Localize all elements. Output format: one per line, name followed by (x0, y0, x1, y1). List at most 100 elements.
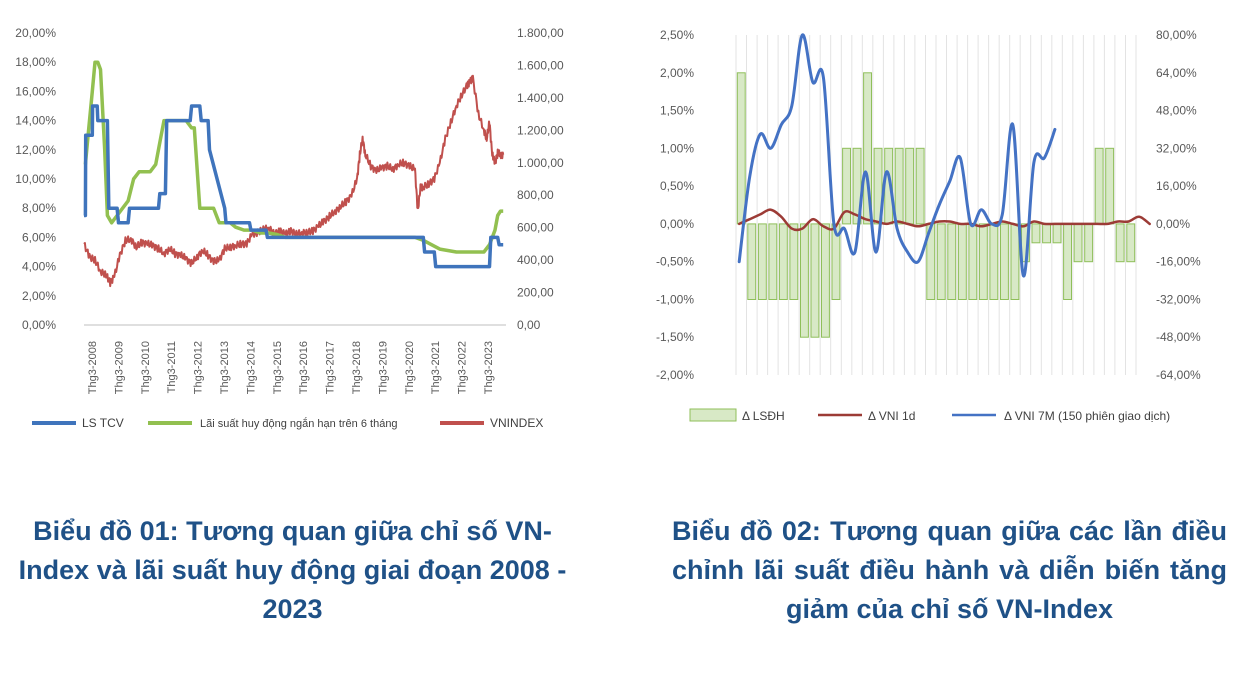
chart-1-legend: LS TCV Lãi suất huy động ngắn hạn trên 6… (32, 416, 543, 430)
x-tick-label: Thg3-2021 (430, 341, 442, 394)
x-tick-label: Thg3-2010 (140, 341, 152, 394)
x-tick-label: Thg3-2009 (113, 341, 125, 394)
y-left-tick-label: 4,00% (22, 260, 56, 274)
legend-vni-1d-label: Δ VNI 1d (868, 409, 915, 423)
x-tick-label: Thg3-2019 (377, 341, 389, 394)
lsdh-bar (1010, 223, 1020, 300)
y-left-tick-label: 0,50% (660, 179, 694, 193)
x-tick-label: Thg3-2011 (166, 341, 178, 393)
x-tick-label: Thg3-2016 (298, 341, 310, 394)
lsdh-bar (789, 223, 799, 300)
x-tick-label: Thg3-2023 (483, 341, 495, 394)
y-left-tick-label: 10,00% (15, 172, 56, 186)
lsdh-bar (821, 223, 830, 338)
lsdh-bar (1094, 147, 1104, 225)
x-tick-label: Thg3-2018 (351, 341, 363, 394)
legend-lsdh-label: Δ LSĐH (742, 409, 785, 423)
chart-1-x-axis-ticks: Thg3-2008 Thg3-2009 Thg3-2010 Thg3-2011 Thg3… (87, 341, 495, 394)
y-right-tick-label: 1.400,00 (517, 91, 564, 105)
y-right-tick-label: -48,00% (1156, 330, 1201, 344)
lsdh-bar (1115, 223, 1125, 263)
chart-1-caption: Biểu đồ 01: Tương quan giữa chỉ số VN-In… (18, 516, 567, 624)
y-left-tick-label: -2,00% (656, 368, 694, 382)
deposit-rate-line (83, 60, 504, 254)
x-tick-label: Thg3-2020 (404, 341, 416, 394)
y-right-tick-label: 1.600,00 (517, 58, 564, 72)
lsdh-bar (1042, 223, 1051, 244)
lsdh-bar (957, 223, 967, 300)
lsdh-bar (936, 223, 946, 300)
lsdh-bar (915, 147, 925, 225)
x-tick-label: Thg3-2013 (219, 341, 231, 394)
y-right-tick-label: -16,00% (1156, 255, 1201, 269)
lsdh-bar (894, 147, 904, 225)
y-left-tick-label: 2,00% (660, 66, 694, 80)
chart-1-left-axis-ticks: 0,00% 2,00% 4,00% 6,00% 8,00% 10,00% 12,00% 14,… (15, 26, 56, 332)
y-left-tick-label: 1,00% (660, 141, 694, 155)
lsdh-bar (778, 223, 788, 300)
lsdh-bar (1052, 223, 1062, 244)
lsdh-bar (1105, 147, 1115, 225)
x-tick-label: Thg3-2015 (272, 341, 284, 394)
y-left-tick-label: 6,00% (22, 230, 56, 244)
x-tick-label: Thg3-2017 (325, 341, 337, 394)
chart-2-caption: Biểu đồ 02: Tương quan giữa các lần điều… (672, 516, 1227, 624)
y-left-tick-label: 20,00% (15, 26, 56, 40)
y-right-tick-label: -64,00% (1156, 368, 1201, 382)
y-left-tick-label: 0,00% (660, 217, 694, 231)
vni-1d-line (737, 208, 1151, 232)
x-tick-label: Thg3-2008 (87, 341, 99, 394)
y-right-tick-label: 800,00 (517, 188, 554, 202)
y-right-tick-label: 1.200,00 (517, 123, 564, 137)
y-left-tick-label: 1,50% (660, 104, 694, 118)
y-right-tick-label: 0,00 (517, 318, 541, 332)
lsdh-bar (757, 223, 767, 300)
lsdh-bar (947, 223, 957, 300)
lsdh-bar (810, 223, 820, 338)
y-left-tick-label: 18,00% (15, 55, 56, 69)
lsdh-bar (842, 147, 851, 225)
vni-7m-line (737, 33, 1057, 278)
chart-2-bars (736, 72, 1136, 338)
chart-2-left-axis-ticks: -2,00% -1,50% -1,00% -0,50% 0,00% 0,50% 1,00% 1… (656, 28, 694, 382)
lsdh-bar (989, 223, 999, 300)
legend-vni-7m-label: Δ VNI 7M (150 phiên giao dịch) (1004, 409, 1170, 423)
lsdh-bar (800, 223, 809, 338)
legend-lsdh-swatch (689, 408, 737, 422)
legend-deposit-rate-label: Lãi suất huy động ngắn hạn trên 6 tháng (200, 417, 398, 430)
y-left-tick-label: 0,00% (22, 318, 56, 332)
chart-2-right-axis-ticks: -64,00% -48,00% -32,00% -16,00% 0,00% 16,00% 3… (1156, 28, 1201, 382)
y-left-tick-label: -0,50% (656, 255, 694, 269)
y-left-tick-label: 12,00% (15, 143, 56, 157)
y-right-tick-label: 64,00% (1156, 66, 1197, 80)
y-left-tick-label: 16,00% (15, 84, 56, 98)
vnindex-line (83, 74, 505, 288)
lsdh-bar (1126, 223, 1136, 263)
y-left-tick-label: 14,00% (15, 114, 56, 128)
lsdh-bar (1063, 223, 1072, 300)
legend-ls-tcv-label: LS TCV (82, 416, 124, 430)
y-left-tick-label: 2,50% (660, 28, 694, 42)
y-right-tick-label: 1.000,00 (517, 156, 564, 170)
y-right-tick-label: 400,00 (517, 253, 554, 267)
lsdh-bar (768, 223, 778, 300)
y-left-tick-label: -1,50% (656, 330, 694, 344)
legend-vnindex-label: VNINDEX (490, 416, 543, 430)
y-right-tick-label: 600,00 (517, 221, 554, 235)
chart-1-series (83, 60, 505, 288)
lsdh-bar (978, 223, 988, 300)
lsdh-bar (1084, 223, 1094, 263)
y-right-tick-label: -32,00% (1156, 292, 1201, 306)
lsdh-bar (968, 223, 978, 300)
y-left-tick-label: 2,00% (22, 289, 56, 303)
y-right-tick-label: 80,00% (1156, 28, 1197, 42)
x-tick-label: Thg3-2014 (245, 341, 257, 394)
lsdh-bar (863, 72, 872, 225)
y-right-tick-label: 16,00% (1156, 179, 1197, 193)
chart-2-legend: Δ LSĐH Δ VNI 1d Δ VNI 7M (150 phiên giao… (689, 408, 1170, 423)
y-right-tick-label: 200,00 (517, 286, 554, 300)
lsdh-bar (747, 223, 757, 300)
y-left-tick-label: -1,00% (656, 292, 694, 306)
chart-2-series (737, 33, 1151, 278)
chart-1: 0,00% 2,00% 4,00% 6,00% 8,00% 10,00% 12,00% 14,… (15, 26, 564, 430)
